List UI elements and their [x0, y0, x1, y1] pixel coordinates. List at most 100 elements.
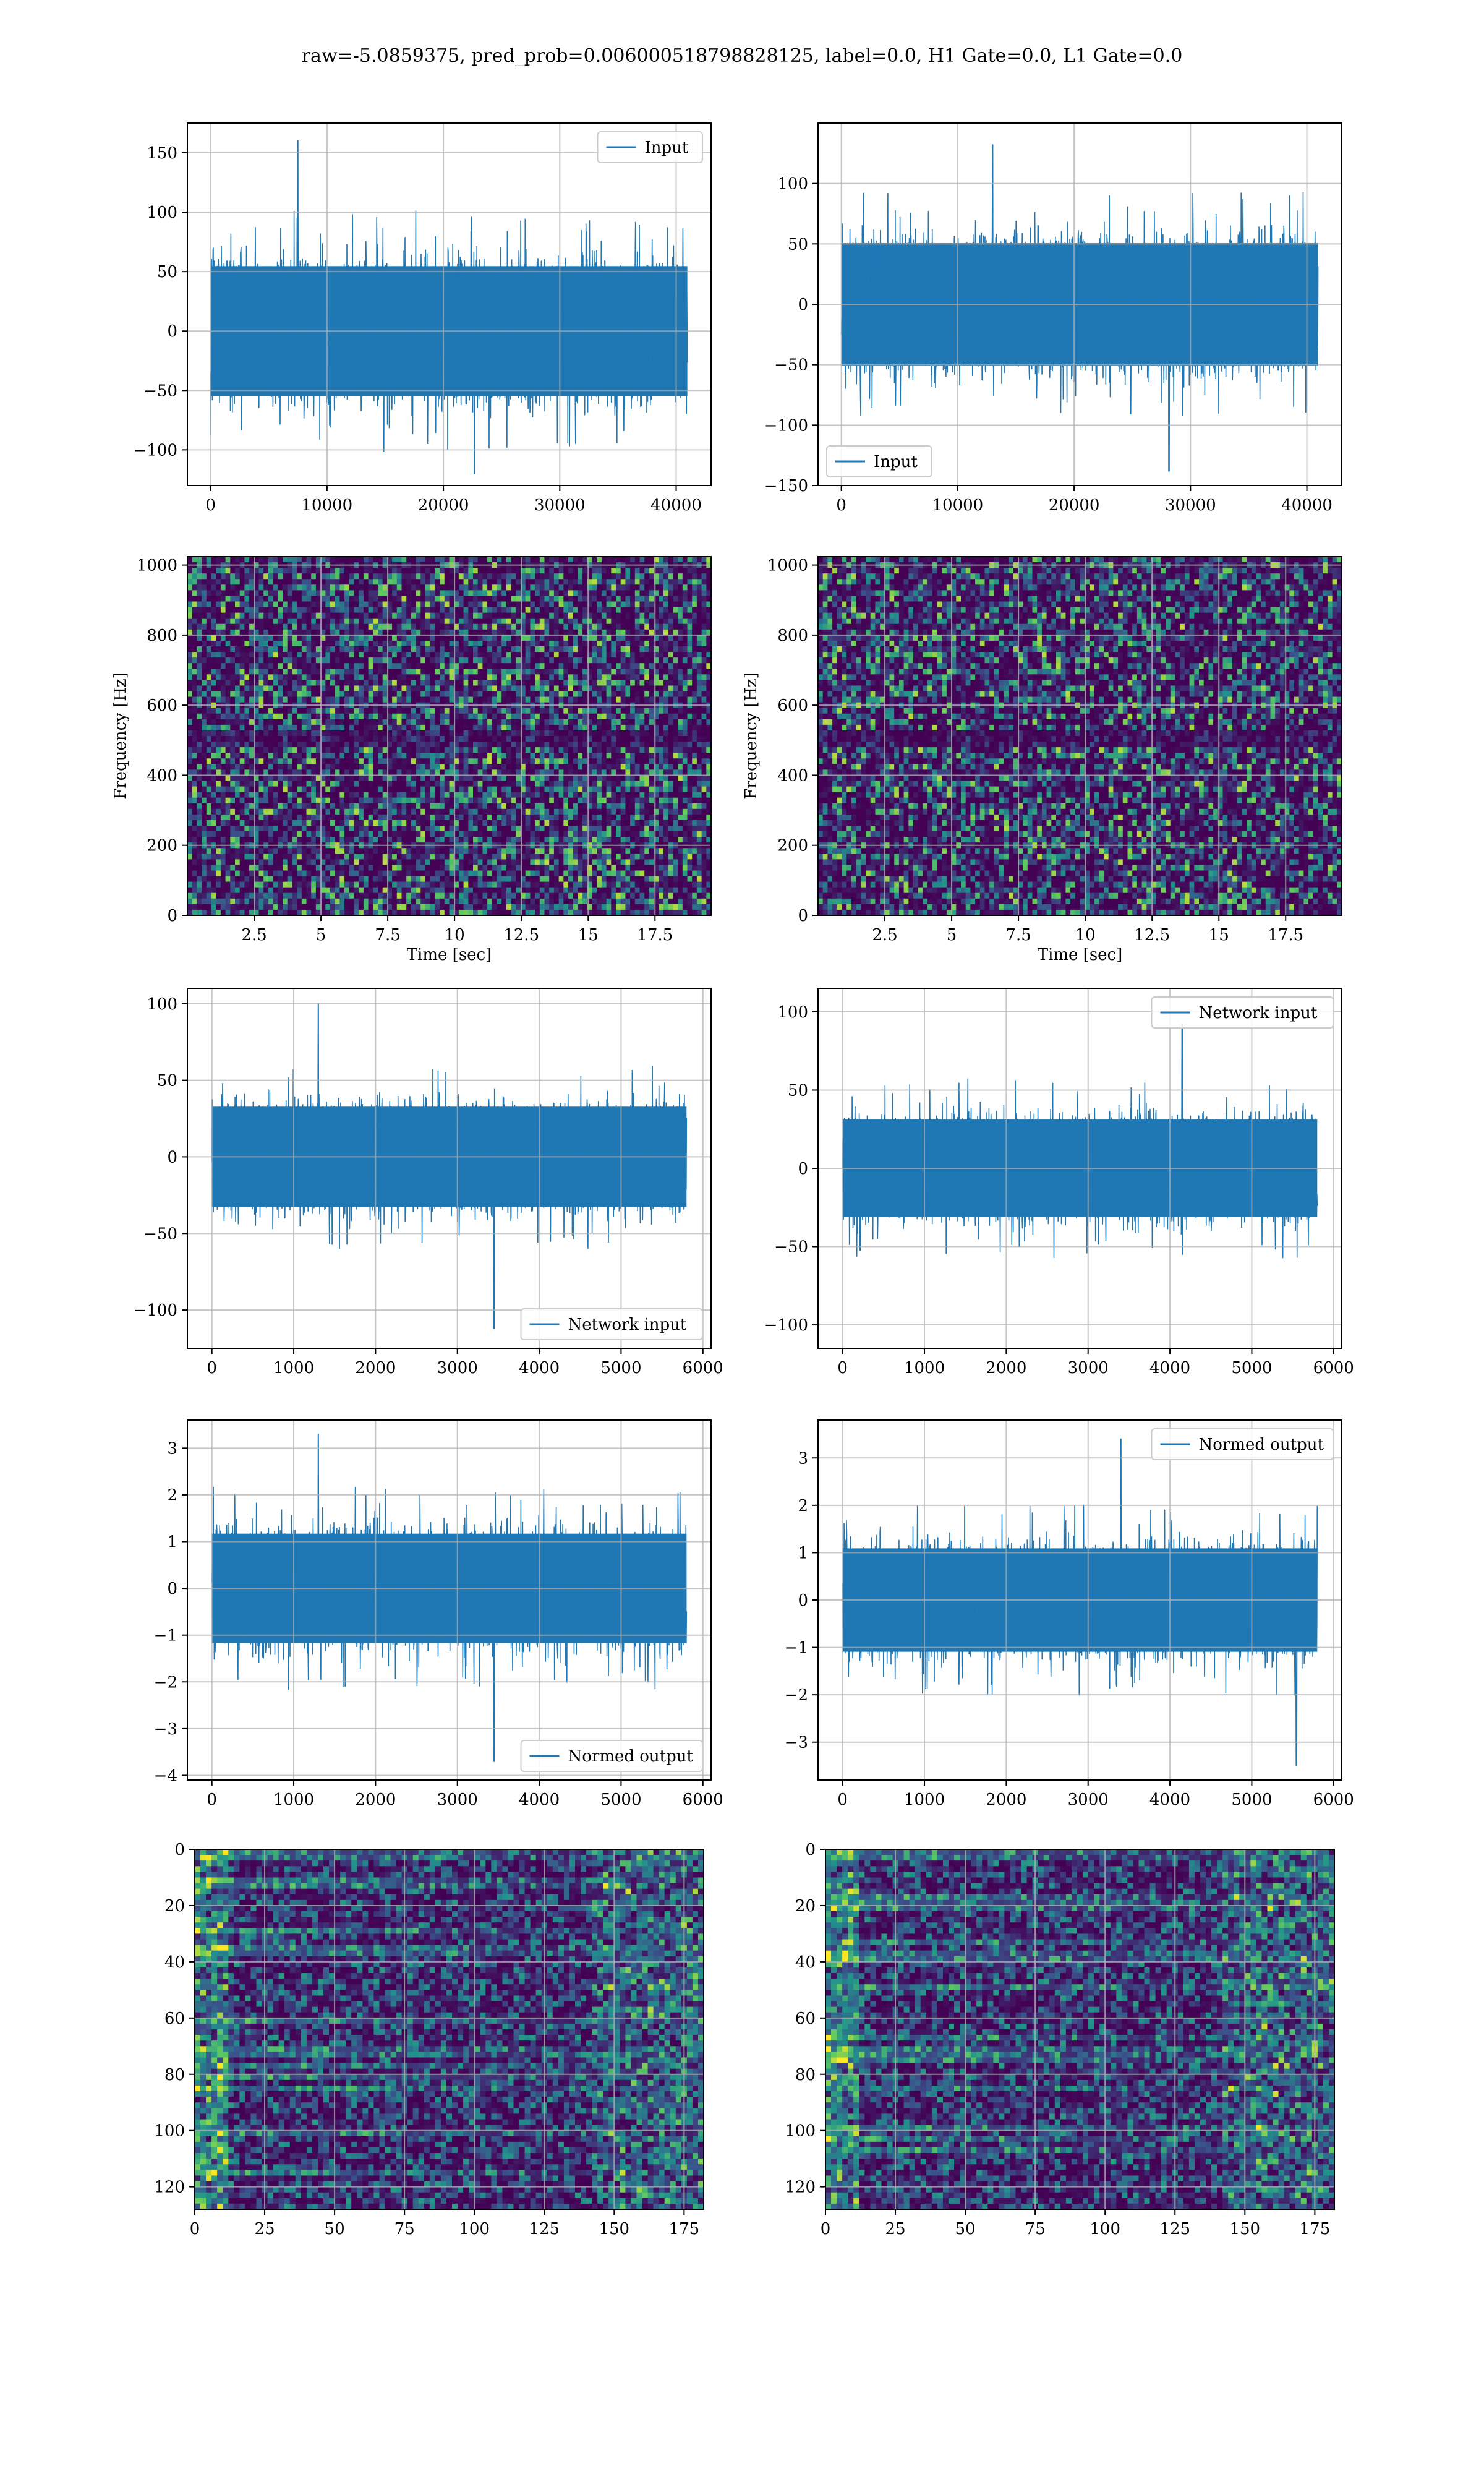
input-h1-axes-frame [187, 122, 712, 486]
spec-h1-heatmap [187, 557, 711, 915]
spec-h1-xtick-label: 10 [445, 926, 465, 944]
feat-l1-xtick-label: 175 [1300, 2220, 1331, 2238]
input-h1-xtick-label: 20000 [418, 496, 469, 515]
norm-h1-ytick-label: −1 [154, 1627, 177, 1645]
spec-l1-xlabel: Time [sec] [1038, 946, 1123, 964]
input-l1-series-line [840, 144, 1319, 472]
norm-h1-xtick-label: 3000 [437, 1791, 478, 1809]
spec-l1-ytick-label: 0 [798, 907, 808, 925]
input-h1-ytick-label: 100 [147, 203, 177, 222]
input-h1-series-line [210, 140, 688, 474]
input-l1-xtick-label: 20000 [1049, 496, 1100, 515]
norm-h1-xtick-label: 5000 [600, 1791, 641, 1809]
spec-h1-ytick-label: 200 [147, 837, 177, 855]
input-l1-legend-label: Input [874, 453, 918, 471]
norm-l1-xtick-label: 2000 [986, 1791, 1026, 1809]
feat-l1-xtick-label: 125 [1159, 2220, 1190, 2238]
netin-l1-ytick-label: −100 [764, 1316, 808, 1335]
norm-h1-legend-label: Normed output [568, 1747, 694, 1766]
spec-l1-xtick-label: 15 [1209, 926, 1229, 944]
netin-h1-legend-label: Network input [568, 1316, 687, 1334]
netin-l1-series-line [842, 1024, 1318, 1259]
input-l1-xtick-label: 0 [836, 496, 846, 515]
netin-l1-grid [818, 988, 1342, 1348]
norm-h1-xtick-label: 2000 [355, 1791, 396, 1809]
norm-h1-xtick-label: 1000 [273, 1791, 314, 1809]
spec-l1-xtick-label: 5 [947, 926, 957, 944]
feat-h1-xtick-label: 175 [669, 2220, 700, 2238]
feat-h1-ytick-label: 60 [164, 2010, 185, 2028]
spec-h1-xtick-label: 2.5 [241, 926, 267, 944]
netin-l1-ytick-label: 100 [777, 1003, 808, 1022]
input-l1-ytick-label: 100 [777, 175, 808, 194]
input-h1-xtick-label: 0 [205, 496, 216, 515]
input-h1-grid [187, 123, 711, 486]
norm-l1-legend: Normed output [1151, 1428, 1334, 1460]
spec-l1-xtick-label: 12.5 [1134, 926, 1170, 944]
netin-l1-ytick-label: 0 [798, 1160, 808, 1178]
norm-h1-legend: Normed output [520, 1740, 703, 1772]
netin-l1-xtick-label: 1000 [904, 1359, 945, 1377]
spec-l1-xtick-label: 10 [1075, 926, 1096, 944]
spec-l1-panel: 2.5 5 7.5 10 12.5 15 17.5 0 200 400 600 800 1000 Time… [742, 556, 1342, 964]
norm-l1-legend-label: Normed output [1199, 1436, 1324, 1454]
spec-l1-xtick-label: 2.5 [872, 926, 897, 944]
netin-h1-ytick-label: −100 [134, 1301, 177, 1320]
feat-h1-xtick-label: 125 [529, 2220, 560, 2238]
norm-h1-ytick-label: 1 [167, 1533, 177, 1552]
spec-h1-xtick-label: 12.5 [503, 926, 539, 944]
spec-h1-xtick-label: 7.5 [375, 926, 400, 944]
input-l1-grid [818, 123, 1342, 486]
norm-l1-panel: 0 1000 2000 3000 4000 5000 6000 −3 −2 −1 0 1 2 3 Norme… [785, 1419, 1354, 1809]
spec-l1-ytick-label: 400 [777, 766, 808, 785]
input-h1-legend: Input [597, 131, 703, 163]
spec-h1-xlabel: Time [sec] [407, 946, 492, 964]
spec-h1-xtick-label: 5 [316, 926, 326, 944]
spec-l1-xtick-label: 17.5 [1268, 926, 1303, 944]
input-l1-xtick-label: 40000 [1281, 496, 1333, 515]
netin-l1-xtick-label: 5000 [1231, 1359, 1272, 1377]
netin-h1-legend: Network input [520, 1308, 703, 1340]
feat-h1-ytick-label: 80 [164, 2066, 185, 2084]
netin-h1-ytick-label: 0 [167, 1148, 177, 1166]
netin-h1-series-line [211, 1003, 688, 1329]
netin-h1-ytick-label: 100 [147, 995, 177, 1014]
netin-l1-xtick-label: 4000 [1149, 1359, 1190, 1377]
feat-l1-xtick-label: 100 [1090, 2220, 1120, 2238]
input-h1-ytick-label: 50 [157, 263, 177, 281]
netin-l1-legend-label: Network input [1199, 1004, 1318, 1022]
feat-l1-xtick-label: 50 [955, 2220, 976, 2238]
spec-l1-xtick-label: 7.5 [1005, 926, 1031, 944]
netin-h1-xtick-label: 4000 [519, 1359, 560, 1377]
netin-h1-grid [187, 988, 711, 1348]
input-l1-legend: Input [826, 445, 932, 477]
feat-h1-xtick-label: 25 [255, 2220, 275, 2238]
norm-h1-grid [187, 1420, 711, 1780]
feat-l1-xtick-label: 75 [1025, 2220, 1046, 2238]
norm-l1-grid [818, 1420, 1342, 1780]
feat-l1-ytick-label: 20 [795, 1897, 816, 1915]
norm-l1-xtick-label: 1000 [904, 1791, 945, 1809]
norm-l1-xtick-label: 0 [837, 1791, 848, 1809]
spec-h1-xtick-label: 15 [578, 926, 599, 944]
netin-h1-xtick-label: 6000 [683, 1359, 723, 1377]
feat-l1-ytick-label: 120 [785, 2178, 816, 2197]
feat-l1-ytick-label: 80 [795, 2066, 816, 2084]
norm-l1-xtick-label: 3000 [1068, 1791, 1109, 1809]
spec-h1-ytick-label: 600 [147, 696, 177, 715]
feat-h1-ytick-label: 120 [154, 2178, 185, 2197]
netin-h1-panel: 0 1000 2000 3000 4000 5000 6000 −100 −50 0 50 100 Ne… [134, 988, 723, 1377]
spec-h1-grid [187, 557, 711, 916]
norm-l1-ytick-label: 0 [798, 1591, 808, 1610]
feat-h1-xtick-label: 50 [325, 2220, 345, 2238]
norm-h1-ytick-label: −2 [154, 1673, 177, 1692]
norm-l1-series-line [842, 1438, 1318, 1766]
input-h1-ytick-label: 0 [167, 322, 177, 341]
feat-h1-xtick-label: 150 [599, 2220, 629, 2238]
netin-h1-ytick-label: −50 [143, 1225, 177, 1243]
feat-h1-ytick-label: 0 [174, 1841, 185, 1859]
feat-h1-ytick-label: 20 [164, 1897, 185, 1915]
norm-h1-ytick-label: 2 [167, 1486, 177, 1505]
